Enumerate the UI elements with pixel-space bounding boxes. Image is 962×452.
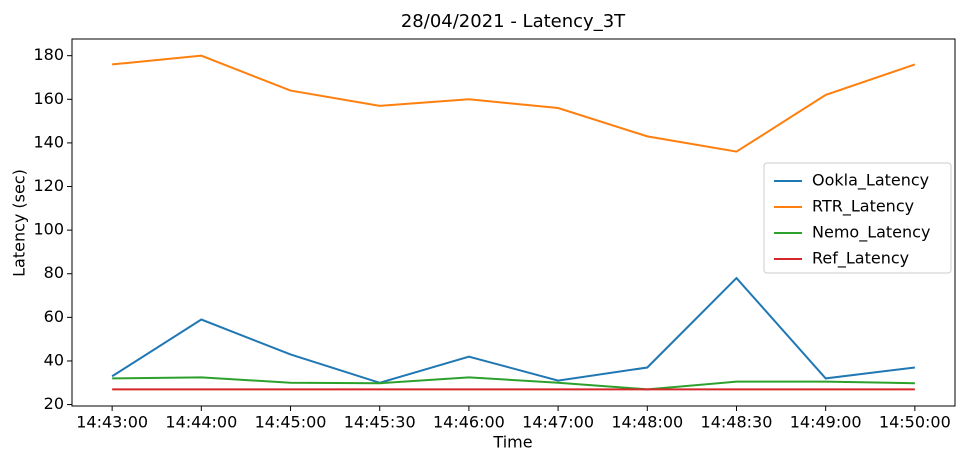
x-tick-label: 14:45:30 xyxy=(344,413,416,432)
legend-label: Nemo_Latency xyxy=(812,223,930,243)
y-axis-label: Latency (sec) xyxy=(10,169,29,277)
y-tick-label: 100 xyxy=(33,220,64,239)
legend-label: RTR_Latency xyxy=(812,197,914,217)
line-series xyxy=(112,54,916,153)
x-tick-label: 14:46:00 xyxy=(433,413,505,432)
chart-title: 28/04/2021 - Latency_3T xyxy=(401,11,626,32)
x-tick-label: 14:45:00 xyxy=(255,413,327,432)
x-tick-label: 14:44:00 xyxy=(165,413,237,432)
x-tick-label: 14:48:30 xyxy=(701,413,773,432)
y-tick-label: 40 xyxy=(44,350,64,369)
legend-box xyxy=(763,162,952,274)
plot-frame xyxy=(71,38,956,407)
line-series xyxy=(111,276,915,384)
y-tick-label: 180 xyxy=(33,45,64,64)
x-tick-label: 14:43:00 xyxy=(76,413,148,432)
line-series xyxy=(112,376,915,391)
x-axis-label: Time xyxy=(492,433,532,452)
y-tick-label: 120 xyxy=(33,176,64,195)
x-tick-label: 14:47:00 xyxy=(522,413,594,432)
y-tick-label: 140 xyxy=(33,132,64,151)
legend-label: Ookla_Latency xyxy=(812,171,929,191)
y-tick-label: 80 xyxy=(44,263,64,282)
y-tick-label: 160 xyxy=(33,89,64,108)
y-tick-label: 20 xyxy=(44,394,64,413)
x-tick-label: 14:50:00 xyxy=(879,413,951,432)
legend-label: Ref_Latency xyxy=(812,249,909,269)
x-tick-label: 14:49:00 xyxy=(790,413,862,432)
x-tick-label: 14:48:00 xyxy=(611,413,683,432)
y-tick-label: 60 xyxy=(44,307,64,326)
